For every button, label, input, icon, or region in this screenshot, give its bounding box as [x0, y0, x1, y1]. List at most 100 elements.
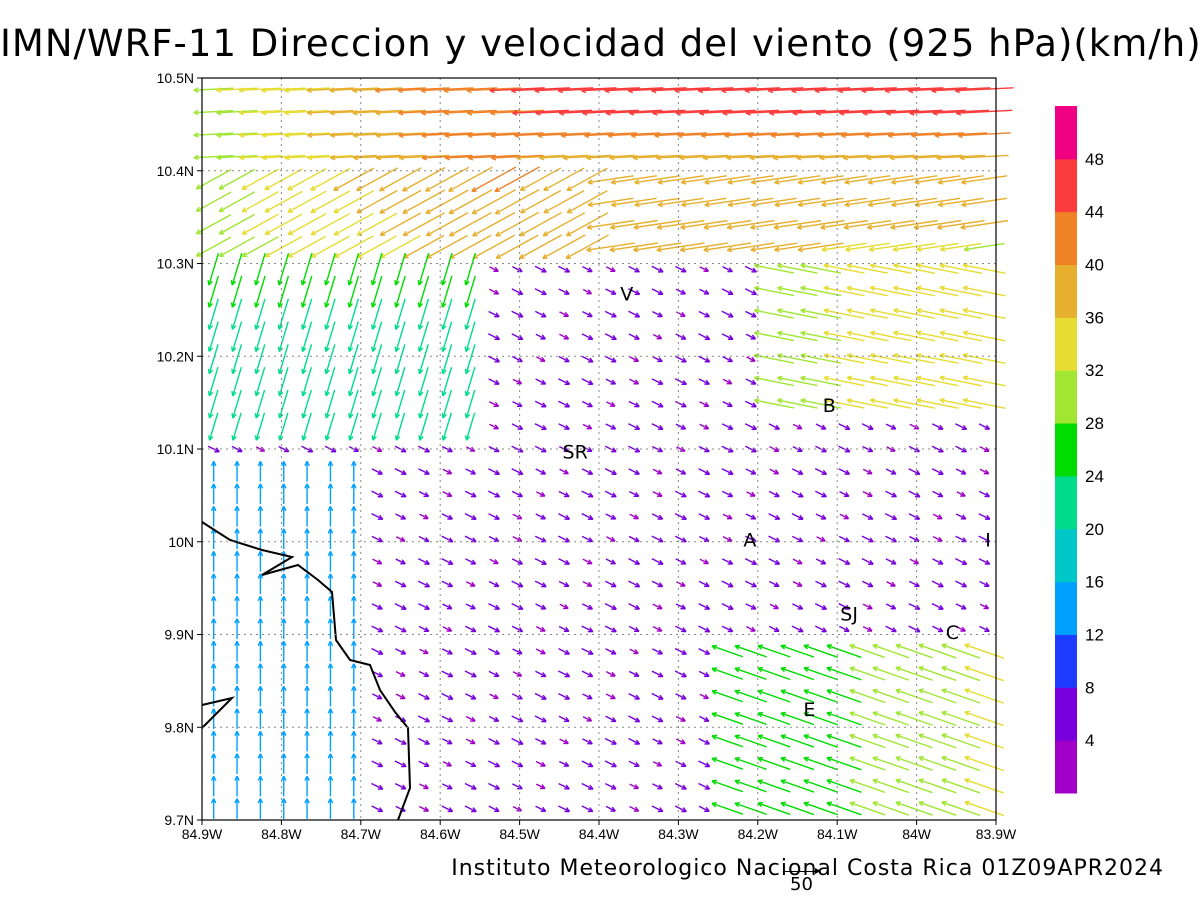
wind-vector — [488, 445, 500, 453]
wind-vector — [441, 389, 453, 419]
wind-vector — [869, 263, 912, 274]
wind-vector — [726, 219, 775, 230]
colorbar-swatch — [1055, 211, 1077, 266]
wind-vector — [234, 685, 240, 707]
wind-vector — [838, 580, 851, 588]
wind-vector — [350, 640, 357, 662]
wind-vector — [417, 275, 430, 308]
wind-vector — [238, 109, 282, 116]
wind-vector — [257, 708, 264, 729]
wind-vector — [306, 109, 354, 116]
wind-vector — [371, 603, 383, 610]
wind-vector — [287, 213, 327, 236]
wind-vector — [210, 708, 217, 729]
wind-vector — [216, 154, 258, 161]
wind-vector — [780, 756, 815, 771]
wind-vector — [512, 536, 523, 542]
wind-vector — [698, 310, 710, 318]
wind-vector — [699, 693, 709, 700]
wind-vector — [604, 490, 617, 498]
wind-vector — [605, 378, 617, 385]
wind-vector — [534, 310, 547, 318]
wind-vector — [234, 798, 240, 819]
wind-vector — [895, 733, 933, 749]
wind-vector — [884, 87, 944, 94]
wind-vector — [937, 197, 984, 208]
wind-vector — [769, 468, 780, 475]
wind-vector — [284, 154, 330, 161]
wind-vector — [350, 461, 357, 482]
wind-vector — [280, 798, 287, 819]
place-labels: V B SR A I SJ C E — [563, 284, 991, 722]
wind-vector — [254, 321, 266, 353]
wind-vector — [826, 666, 862, 681]
wind-vector — [488, 603, 500, 610]
wind-vector — [350, 775, 357, 797]
wind-vector — [628, 310, 641, 318]
wind-vector — [978, 513, 991, 520]
wind-vector — [558, 400, 571, 408]
wind-vector — [465, 468, 476, 475]
wind-vector — [329, 132, 378, 138]
wind-vector — [254, 252, 266, 286]
wind-vector — [727, 175, 774, 185]
wind-vector — [287, 167, 327, 191]
wind-vector — [327, 663, 334, 684]
wind-vector — [862, 491, 873, 497]
wind-vector — [210, 528, 217, 550]
wind-vector — [488, 513, 500, 520]
wind-vector — [605, 423, 617, 430]
wind-vector — [956, 626, 966, 632]
wind-vector — [441, 275, 453, 308]
wind-vector — [418, 760, 430, 768]
wind-vector — [699, 401, 710, 408]
lat-tick-label: 10.1N — [157, 441, 194, 457]
wind-vector — [711, 667, 744, 680]
wind-vector — [465, 760, 477, 768]
wind-vector — [628, 468, 640, 475]
wind-vector — [581, 535, 594, 543]
wind-vector — [651, 715, 664, 723]
wind-vector — [280, 461, 287, 482]
wind-vector — [675, 603, 686, 610]
wind-vector — [304, 640, 310, 662]
wind-vector — [605, 558, 616, 565]
wind-vector — [721, 468, 734, 475]
wind-vector — [849, 733, 886, 749]
wind-vector — [605, 288, 617, 295]
wind-vector — [722, 109, 779, 116]
wind-vector — [356, 212, 398, 236]
wind-vector — [885, 490, 897, 498]
wind-vector — [464, 366, 476, 397]
wind-vector — [629, 513, 639, 520]
place-label-e: E — [803, 699, 815, 721]
colorbar-swatch — [1055, 687, 1077, 741]
wind-vector — [394, 321, 406, 353]
wind-vector — [711, 644, 744, 658]
wind-vector — [941, 778, 981, 794]
wind-vector — [350, 550, 357, 572]
wind-vector — [939, 330, 983, 342]
wind-vector — [254, 298, 266, 330]
wind-vector — [814, 625, 827, 633]
wind-vector — [210, 550, 217, 572]
wind-vector — [931, 580, 944, 588]
wind-vector — [558, 805, 571, 813]
wind-vector — [441, 805, 454, 813]
colorbar-swatch — [1055, 317, 1077, 371]
wind-vector — [745, 400, 757, 408]
wind-vector — [441, 535, 454, 543]
wind-vector — [210, 775, 217, 797]
wind-vector — [838, 87, 897, 94]
wind-vector — [307, 132, 354, 138]
wind-vector — [885, 603, 897, 610]
wind-vector — [582, 311, 593, 318]
wind-vector — [955, 423, 968, 431]
wind-vector — [582, 738, 593, 745]
wind-vector — [862, 468, 873, 475]
wind-vector — [230, 252, 243, 286]
wind-vector — [210, 753, 217, 774]
wind-vector — [304, 550, 310, 572]
wind-vector — [962, 307, 1006, 320]
wind-vector — [304, 798, 310, 819]
